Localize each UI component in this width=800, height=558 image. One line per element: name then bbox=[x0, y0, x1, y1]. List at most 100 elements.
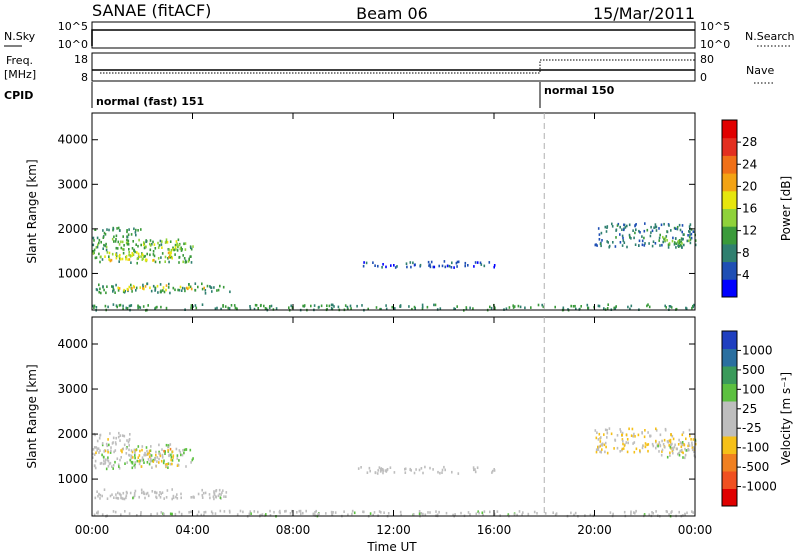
velocity-cell bbox=[171, 459, 174, 462]
power-cell bbox=[688, 239, 690, 243]
power-cell bbox=[686, 239, 689, 243]
power-cell bbox=[143, 246, 146, 250]
power-cell bbox=[603, 307, 605, 310]
power-colorbar-swatch bbox=[722, 226, 737, 245]
power-cell bbox=[669, 305, 672, 308]
velocity-cell bbox=[604, 428, 607, 432]
velocity-cell bbox=[603, 433, 605, 436]
power-cell bbox=[115, 283, 117, 287]
power-cell bbox=[643, 236, 645, 240]
power-cell bbox=[140, 228, 142, 231]
power-cell bbox=[137, 229, 139, 232]
power-cell bbox=[125, 257, 127, 261]
power-cell bbox=[135, 289, 137, 292]
velocity-cell bbox=[672, 448, 675, 451]
power-cell bbox=[182, 254, 184, 257]
velocity-cell bbox=[681, 448, 683, 452]
velocity-cell bbox=[619, 450, 621, 453]
power-cell bbox=[154, 306, 157, 310]
power-cell bbox=[670, 306, 673, 309]
velocity-cell bbox=[601, 444, 604, 447]
velocity-cell bbox=[612, 512, 614, 516]
velocity-cell bbox=[170, 453, 172, 457]
power-cell bbox=[102, 247, 104, 250]
power-cell bbox=[170, 251, 172, 255]
power-cell bbox=[465, 307, 468, 311]
velocity-cell bbox=[134, 456, 136, 460]
power-cell bbox=[132, 253, 135, 256]
power-cell bbox=[147, 304, 149, 307]
power-colorbar-tick-label: 12 bbox=[742, 224, 757, 238]
power-cell bbox=[168, 256, 170, 259]
velocity-cell bbox=[219, 496, 222, 499]
velocity-cell bbox=[95, 451, 97, 455]
velocity-cell bbox=[599, 450, 601, 454]
velocity-cell bbox=[111, 465, 113, 468]
velocity-cell bbox=[147, 458, 150, 461]
power-cell bbox=[681, 242, 683, 245]
power-colorbar-swatch bbox=[722, 279, 737, 298]
power-cell bbox=[161, 246, 163, 249]
power-cell bbox=[169, 256, 172, 259]
power-cell bbox=[326, 304, 328, 307]
power-cell bbox=[409, 261, 412, 264]
power-cell bbox=[190, 255, 192, 258]
velocity-cell bbox=[147, 494, 150, 498]
velocity-cell bbox=[105, 467, 108, 471]
power-colorbar-swatch bbox=[722, 190, 737, 209]
power-cell bbox=[480, 263, 483, 266]
power-cell bbox=[154, 260, 157, 264]
freq-label: Freq. bbox=[6, 54, 33, 67]
velocity-cell bbox=[516, 513, 518, 517]
power-cell bbox=[174, 253, 176, 256]
power-cell bbox=[174, 243, 177, 247]
power-cell bbox=[180, 289, 183, 292]
velocity-cell bbox=[118, 467, 121, 470]
velocity-cell bbox=[643, 435, 646, 439]
power-colorbar-label: Power [dB] bbox=[779, 176, 793, 241]
velocity-cell bbox=[141, 459, 143, 462]
velocity-cell bbox=[165, 496, 168, 499]
velocity-cell bbox=[693, 454, 696, 457]
velocity-cell bbox=[694, 442, 697, 446]
power-cell bbox=[685, 307, 688, 310]
power-cell bbox=[165, 288, 167, 292]
power-cell bbox=[320, 304, 323, 308]
power-cell bbox=[145, 240, 147, 243]
velocity-cell bbox=[400, 513, 402, 517]
power-cell bbox=[172, 248, 174, 251]
power-cell bbox=[211, 290, 213, 293]
velocity-cell bbox=[121, 450, 123, 454]
power-cell bbox=[100, 240, 102, 244]
velocity-cell bbox=[161, 456, 164, 459]
power-cell bbox=[190, 306, 192, 310]
power-cell bbox=[157, 246, 160, 249]
power-cell bbox=[209, 286, 212, 289]
power-cell bbox=[600, 244, 602, 248]
power-cell bbox=[161, 252, 164, 255]
velocity-cell bbox=[109, 451, 112, 454]
power-cell bbox=[234, 306, 237, 310]
power-cell bbox=[377, 264, 379, 268]
velocity-cell bbox=[96, 490, 98, 493]
power-cell bbox=[194, 304, 197, 307]
velocity-cell bbox=[605, 445, 607, 449]
velocity-cell bbox=[315, 509, 317, 513]
power-cell bbox=[493, 264, 496, 267]
velocity-cell bbox=[595, 448, 598, 451]
velocity-cell bbox=[217, 494, 220, 498]
power-cell bbox=[623, 228, 625, 232]
power-cell bbox=[142, 287, 144, 290]
power-cell bbox=[98, 238, 101, 242]
power-cell bbox=[156, 305, 158, 309]
power-cell bbox=[177, 288, 179, 292]
velocity-cell bbox=[647, 431, 649, 434]
velocity-cell bbox=[130, 456, 132, 460]
velocity-cell bbox=[460, 511, 462, 515]
power-cell bbox=[633, 236, 635, 240]
power-cell bbox=[628, 233, 631, 237]
velocity-cell bbox=[156, 460, 158, 463]
power-cell bbox=[233, 304, 236, 307]
power-cell bbox=[574, 304, 576, 308]
power-cell bbox=[142, 283, 144, 287]
